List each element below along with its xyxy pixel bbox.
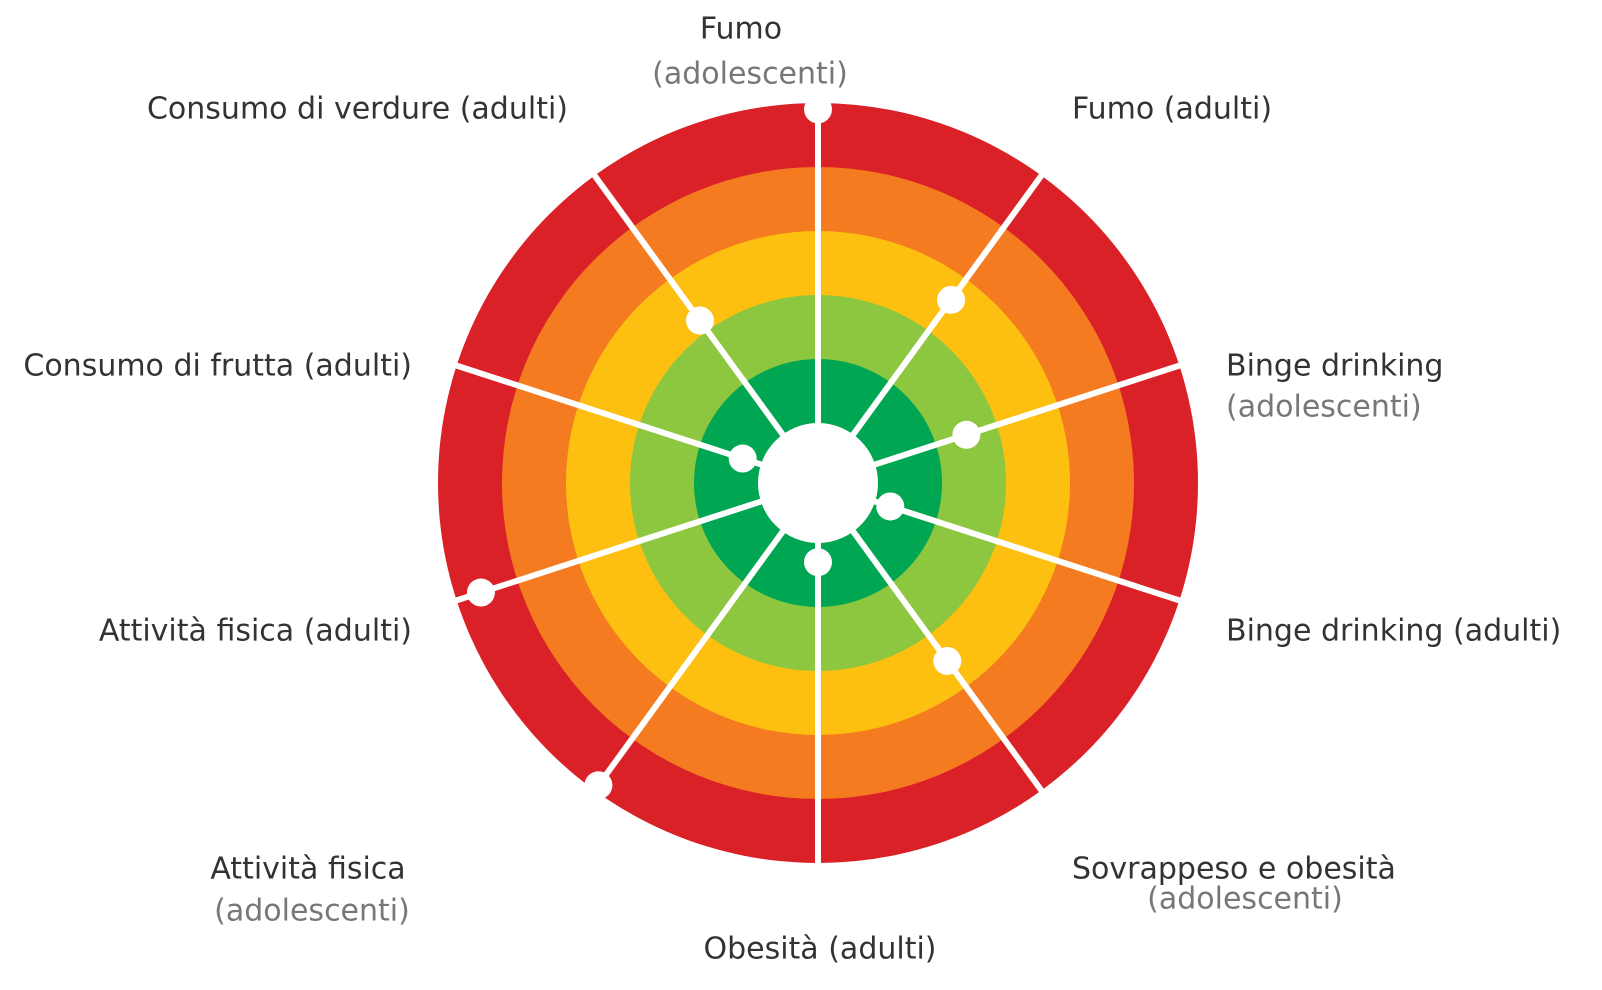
dot bbox=[728, 444, 757, 473]
spoke bbox=[587, 481, 821, 799]
category-label: (adolescenti) bbox=[1147, 882, 1343, 917]
category-label: (adolescenti) bbox=[214, 894, 410, 929]
dot bbox=[584, 771, 613, 800]
dot bbox=[876, 492, 905, 521]
category-label: Binge drinking bbox=[1226, 349, 1443, 384]
category-label: Sovrappeso e obesità bbox=[1072, 852, 1396, 887]
category-label: (adolescenti) bbox=[1226, 390, 1422, 425]
spoke bbox=[448, 360, 819, 486]
dot bbox=[685, 306, 714, 335]
category-label: Obesità (adulti) bbox=[703, 932, 936, 967]
category-label: Consumo di verdure (adulti) bbox=[147, 92, 568, 127]
dot bbox=[933, 646, 962, 675]
dot bbox=[466, 578, 495, 607]
category-label: (adolescenti) bbox=[652, 57, 848, 92]
dot bbox=[937, 285, 966, 314]
category-label: Fumo bbox=[700, 12, 782, 47]
dot bbox=[804, 95, 832, 124]
dot bbox=[804, 548, 832, 577]
category-label: Binge drinking (adulti) bbox=[1226, 614, 1561, 649]
spoke bbox=[817, 360, 1188, 486]
spoke bbox=[448, 480, 819, 606]
dot bbox=[952, 420, 981, 449]
spoke bbox=[815, 481, 1049, 799]
spoke bbox=[815, 167, 1049, 485]
category-label: Attività fisica (adulti) bbox=[99, 614, 412, 649]
category-label: Attività fisica bbox=[210, 852, 405, 887]
category-label: Consumo di frutta (adulti) bbox=[23, 349, 412, 384]
category-label: Fumo (adulti) bbox=[1072, 92, 1272, 127]
